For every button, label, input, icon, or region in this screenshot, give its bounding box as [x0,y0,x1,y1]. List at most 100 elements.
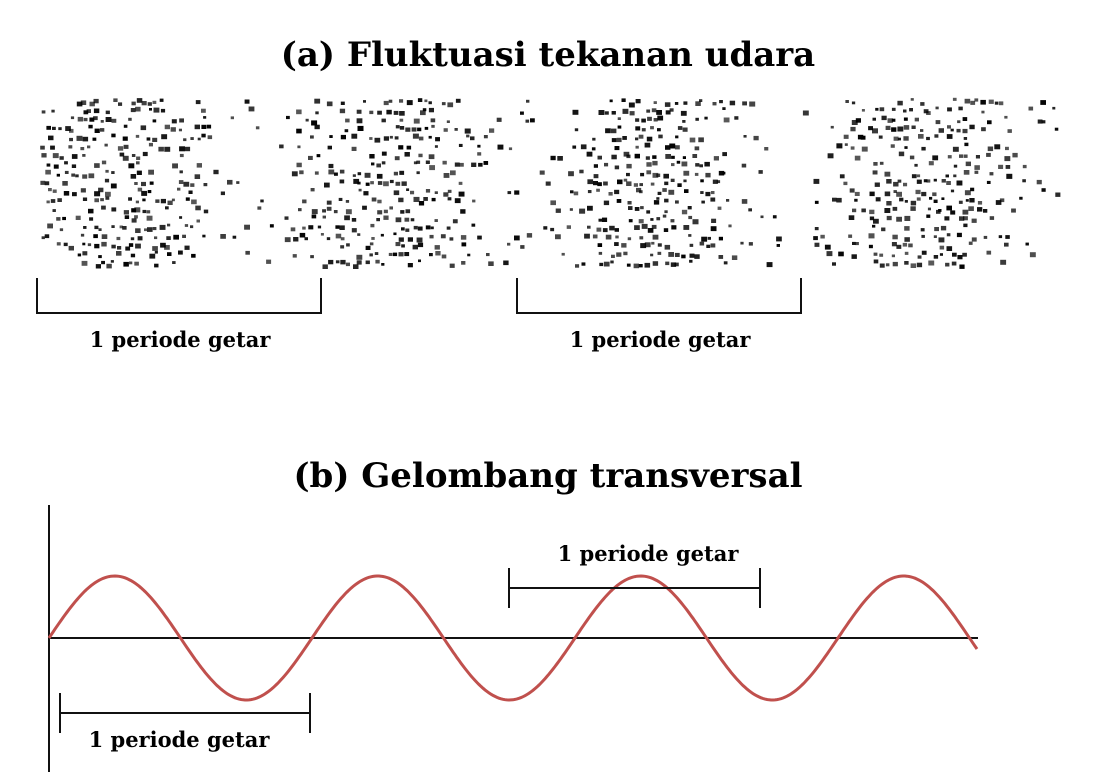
air-particle [634,207,640,211]
air-particle [609,99,613,103]
air-particle [142,209,147,214]
air-particle [100,120,104,123]
air-particle [429,253,433,257]
air-particle [503,260,509,266]
air-particle [884,171,891,177]
air-particle [179,153,184,158]
air-particle [959,264,965,269]
air-particle [88,173,95,179]
air-particle [587,190,592,194]
air-particle [903,109,907,113]
pressure-particles [40,97,1061,269]
air-particle [681,254,686,259]
air-particle [934,227,939,232]
air-particle [1019,196,1023,200]
air-particle [447,197,452,201]
air-particle [388,252,393,256]
air-particle [440,234,446,239]
air-particle [340,101,345,105]
air-particle [675,135,679,139]
air-particle [441,254,447,259]
period-label-a-2: 1 periode getar [570,327,752,352]
air-particle [472,199,476,203]
air-particle [896,216,902,222]
air-particle [647,116,652,121]
air-particle [635,118,640,122]
air-particle [185,146,191,152]
air-particle [345,262,350,267]
air-particle [486,253,490,257]
air-particle [308,155,313,160]
air-particle [406,100,413,106]
air-particle [51,109,55,113]
air-particle [611,154,617,160]
air-particle [945,262,950,267]
air-particle [131,208,137,213]
air-particle [653,101,657,104]
air-particle [135,134,140,138]
air-particle [830,125,834,129]
air-particle [160,242,166,248]
air-particle [701,236,708,242]
air-particle [52,126,56,130]
air-particle [886,215,892,221]
air-particle [89,101,95,107]
air-particle [998,101,1004,106]
air-particle [464,128,471,134]
air-particle [639,183,643,187]
air-particle [412,244,418,250]
air-particle [587,205,593,211]
air-particle [639,190,643,194]
air-particle [669,143,676,149]
air-particle [71,164,77,168]
air-particle [80,100,87,105]
air-particle [111,225,115,228]
air-particle [857,134,864,140]
air-particle [687,206,692,210]
air-particle [326,101,333,107]
air-particle [357,181,361,185]
air-particle [311,214,317,219]
air-particle [118,102,123,106]
air-particle [555,234,561,240]
air-particle [587,179,594,185]
air-particle [111,133,116,138]
air-particle [141,181,146,187]
air-particle [298,208,302,212]
air-particle [435,137,440,142]
air-particle [700,191,704,194]
air-particle [700,179,704,183]
air-particle [875,197,881,202]
air-particle [50,199,56,203]
air-particle [682,156,686,159]
air-particle [641,118,646,123]
air-particle [203,183,208,187]
air-particle [994,144,1001,150]
air-particle [392,252,398,257]
air-particle [664,102,671,107]
air-particle [645,156,650,160]
air-particle [82,251,88,256]
air-particle [377,110,382,115]
air-particle [376,163,381,168]
air-particle [255,126,260,130]
air-particle [650,218,654,221]
air-particle [380,233,384,237]
air-particle [897,137,901,141]
air-particle [443,173,450,178]
air-particle [299,232,306,238]
air-particle [587,225,591,229]
air-particle [983,235,988,239]
air-particle [539,170,545,175]
air-particle [896,191,902,197]
air-particle [623,251,628,256]
air-particle [152,119,157,123]
air-particle [872,128,878,134]
air-particle [425,189,431,193]
air-particle [314,171,319,175]
air-particle [934,134,939,138]
air-particle [244,224,250,230]
air-particle [668,252,674,257]
air-particle [130,108,136,113]
air-particle [155,199,160,203]
